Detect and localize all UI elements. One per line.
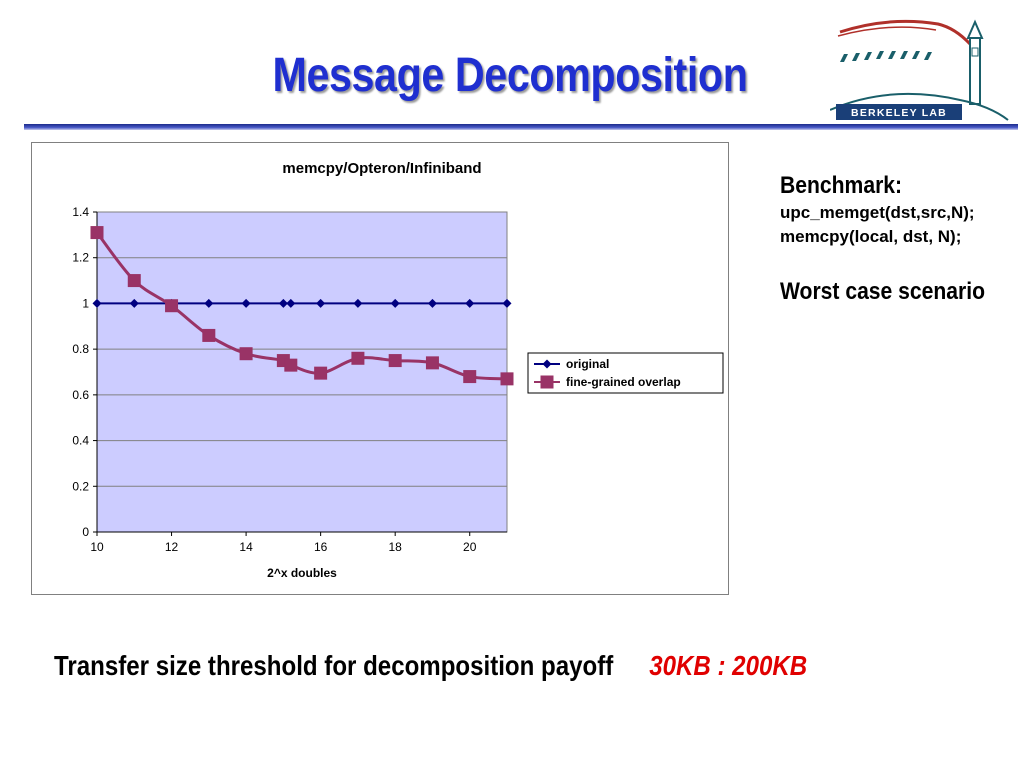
x-tick-label: 20 [463,540,477,554]
legend-box [527,352,724,394]
y-tick-label: 0.6 [72,388,89,402]
x-tick-label: 14 [239,540,253,554]
data-point-series-0 [129,298,139,308]
logo-text: BERKELEY LAB [851,107,947,119]
data-point-series-0 [316,298,326,308]
title-rule [24,124,1018,130]
data-point-series-0 [286,298,296,308]
data-point-series-1 [314,366,328,380]
chart-frame: memcpy/Opteron/Infiniband 0 0.2 0.4 0.6 0.8 1 1… [31,142,729,595]
benchmark-line-1: upc_memget(dst,src,N); [780,203,975,222]
data-point-series-0 [241,298,251,308]
data-point-series-1 [239,347,253,361]
chart-title: memcpy/Opteron/Infiniband [282,160,481,177]
data-point-series-1 [284,358,298,372]
x-axis-label: 2^x doubles [267,566,337,580]
data-point-series-1 [500,372,514,386]
data-point-series-0 [427,298,437,308]
data-point-series-0 [278,298,288,308]
data-point-series-0 [204,298,214,308]
slide-title: Message Decomposition [272,49,748,102]
legend-swatch-marker [542,359,552,369]
plot-area [96,211,508,533]
berkeley-lab-logo: BERKELEY LAB [830,19,1009,121]
threshold-line: Transfer size threshold for decompositio… [54,650,807,682]
data-point-series-1 [425,356,439,370]
legend-entry: fine-grained overlap [566,375,681,389]
y-tick-label: 1 [82,296,89,310]
line-chart: memcpy/Opteron/Infiniband 0 0.2 0.4 0.6 0.8 1 1… [72,160,724,580]
data-point-series-0 [353,298,363,308]
x-tick-label: 10 [90,540,104,554]
threshold-label: Transfer size threshold for decompositio… [54,650,614,681]
y-tick-label: 0.8 [72,342,89,356]
data-point-series-1 [463,370,477,384]
x-tick-label: 18 [389,540,403,554]
benchmark-line-2: memcpy(local, dst, N); [780,227,962,246]
x-tick-label: 12 [165,540,179,554]
scenario-text: Worst case scenario [780,278,986,305]
y-tick-label: 1.4 [72,205,89,219]
data-point-series-1 [202,328,216,342]
data-point-series-0 [502,298,512,308]
legend-swatch-marker [540,375,554,389]
legend-entry: original [566,357,609,371]
data-point-series-1 [127,274,141,288]
x-tick-label: 16 [314,540,328,554]
y-tick-label: 0 [82,525,89,539]
data-point-series-0 [390,298,400,308]
data-point-series-1 [388,354,402,368]
data-point-series-0 [92,298,102,308]
data-point-series-1 [165,299,179,313]
y-tick-label: 0.2 [72,479,89,493]
data-point-series-0 [465,298,475,308]
data-point-series-1 [351,351,365,365]
threshold-value: 30KB : 200KB [649,650,808,681]
benchmark-heading: Benchmark: [780,172,903,199]
data-point-series-1 [90,226,104,240]
y-tick-label: 0.4 [72,434,89,448]
y-tick-label: 1.2 [72,251,89,265]
